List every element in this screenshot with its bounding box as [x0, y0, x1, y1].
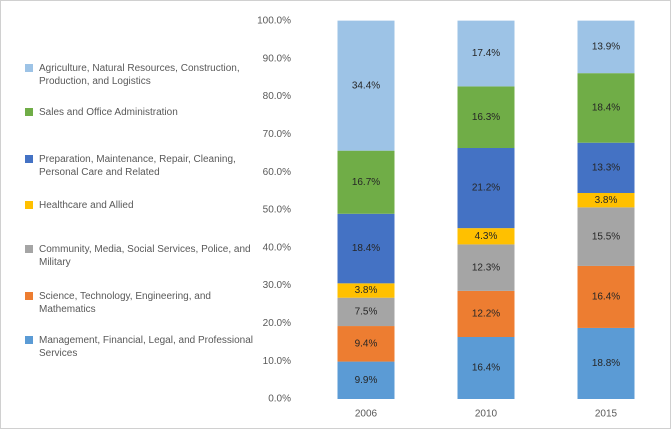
data-label: 3.8% — [355, 285, 378, 296]
data-label: 16.7% — [352, 177, 380, 188]
legend-label: Preparation, Maintenance, Repair, Cleani… — [39, 154, 236, 178]
legend-swatch — [25, 64, 33, 72]
legend-label: Management, Financial, Legal, and Profes… — [39, 335, 254, 359]
legend-entry: Community, Media, Social Services, Polic… — [25, 243, 264, 269]
legend-label: Science, Technology, Engineering, and Ma… — [39, 291, 211, 315]
data-label: 21.2% — [472, 183, 500, 194]
legend-swatch — [25, 336, 33, 344]
data-label: 16.4% — [472, 363, 500, 374]
bar-segment — [577, 142, 635, 193]
legend-swatch — [25, 108, 33, 116]
x-tick-label: 2015 — [595, 409, 618, 420]
legend-label: Agriculture, Natural Resources, Construc… — [39, 63, 240, 87]
data-label: 18.4% — [592, 103, 620, 114]
legend-entry: Preparation, Maintenance, Repair, Cleani… — [25, 153, 264, 179]
y-tick-label: 20.0% — [263, 318, 291, 329]
bar-segment — [337, 297, 395, 327]
data-label: 34.4% — [352, 80, 380, 91]
y-tick-label: 10.0% — [263, 356, 291, 367]
bar-segment — [457, 337, 515, 399]
data-label: 4.3% — [475, 231, 498, 242]
data-label: 17.4% — [472, 48, 500, 59]
data-label: 16.3% — [472, 112, 500, 123]
legend-entry: Science, Technology, Engineering, and Ma… — [25, 290, 264, 316]
bar-segment — [337, 213, 395, 284]
bar-segment — [457, 86, 515, 149]
bar-segment — [337, 361, 395, 399]
bar-segment — [577, 265, 635, 328]
data-label: 13.9% — [592, 42, 620, 53]
bar-segment — [457, 244, 515, 291]
bar-segment — [577, 327, 635, 399]
data-label: 13.3% — [592, 162, 620, 173]
bar-segment — [457, 20, 515, 87]
y-tick-label: 90.0% — [263, 53, 291, 64]
legend-label: Healthcare and Allied — [39, 200, 134, 211]
bar-segment — [337, 150, 395, 214]
data-label: 9.4% — [355, 338, 378, 349]
legend-swatch — [25, 155, 33, 163]
bar-segment — [457, 290, 515, 338]
bar-segment — [577, 207, 635, 266]
y-tick-label: 70.0% — [263, 129, 291, 140]
bar-segment — [577, 73, 635, 143]
x-tick-label: 2010 — [475, 409, 498, 420]
y-tick-label: 50.0% — [263, 205, 291, 216]
y-tick-label: 100.0% — [257, 16, 291, 27]
bar-segment — [577, 192, 635, 208]
y-tick-label: 60.0% — [263, 167, 291, 178]
data-label: 7.5% — [355, 307, 378, 318]
legend-swatch — [25, 292, 33, 300]
y-tick-label: 40.0% — [263, 242, 291, 253]
y-tick-label: 80.0% — [263, 91, 291, 102]
legend-entry: Sales and Office Administration — [25, 106, 264, 119]
y-tick-label: 0.0% — [268, 394, 291, 405]
bar-segment — [337, 326, 395, 362]
legend-swatch — [25, 201, 33, 209]
legend-entry: Management, Financial, Legal, and Profes… — [25, 334, 264, 360]
legend-label: Sales and Office Administration — [39, 107, 178, 118]
data-label: 12.3% — [472, 262, 500, 273]
data-label: 15.5% — [592, 231, 620, 242]
bar-segment — [457, 148, 515, 229]
data-label: 16.4% — [592, 292, 620, 303]
bar-segment — [337, 20, 395, 151]
data-label: 12.2% — [472, 309, 500, 320]
bar-segment — [577, 20, 635, 74]
legend-label: Community, Media, Social Services, Polic… — [39, 244, 251, 268]
legend-entry: Agriculture, Natural Resources, Construc… — [25, 62, 264, 88]
data-label: 18.4% — [352, 243, 380, 254]
legend-swatch — [25, 245, 33, 253]
legend-entry: Healthcare and Allied — [25, 199, 264, 212]
y-tick-label: 30.0% — [263, 280, 291, 291]
data-label: 3.8% — [595, 195, 618, 206]
data-label: 18.8% — [592, 358, 620, 369]
data-label: 9.9% — [355, 375, 378, 386]
bar-segment — [457, 228, 515, 245]
bar-segment — [337, 283, 395, 298]
x-tick-label: 2006 — [355, 409, 378, 420]
